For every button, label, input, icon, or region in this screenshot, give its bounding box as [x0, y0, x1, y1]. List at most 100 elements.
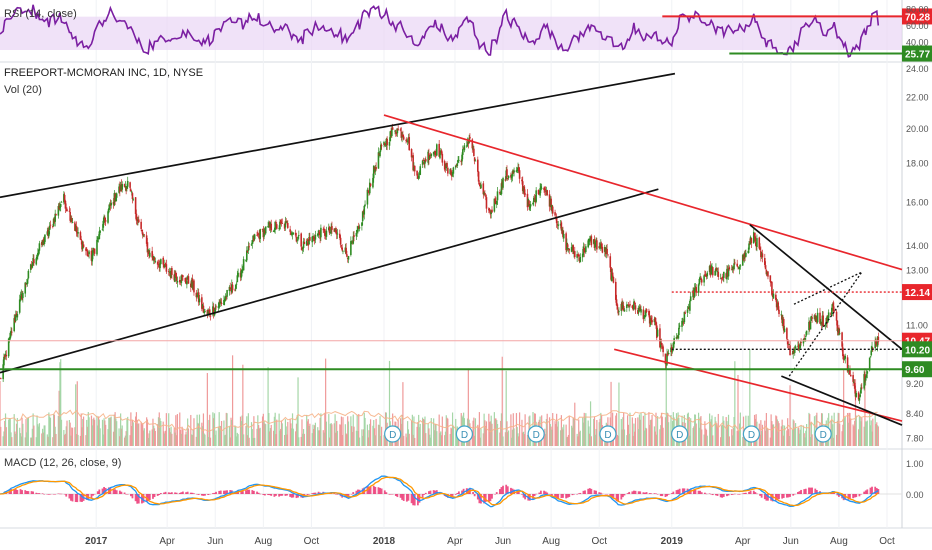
volume-bar: [186, 434, 188, 446]
macd-histogram-bar: [554, 494, 556, 498]
macd-histogram-bar: [180, 492, 183, 494]
flag-upper-dotted[interactable]: [793, 271, 863, 305]
price-candle: [286, 220, 289, 229]
time-axis-label: Apr: [735, 536, 751, 547]
price-candle: [366, 187, 369, 209]
macd-histogram-bar: [535, 493, 538, 495]
volume-bar: [623, 412, 625, 446]
volume-bar: [455, 418, 457, 446]
macd-histogram-bar: [85, 494, 88, 500]
dividend-marker[interactable]: D: [384, 425, 402, 443]
wedge-upper-line[interactable]: [749, 224, 903, 350]
price-candle: [458, 155, 460, 164]
volume-bar: [351, 426, 353, 446]
volume-bar: [761, 424, 764, 446]
macd-histogram-bar: [730, 494, 733, 495]
price-candle: [130, 188, 132, 192]
volume-bar: [306, 414, 308, 446]
price-candle: [19, 291, 22, 302]
volume-bar: [642, 415, 644, 446]
volume-bar: [291, 428, 293, 446]
volume-bar: [737, 375, 739, 446]
price-candle: [386, 136, 388, 151]
macd-histogram-bar: [118, 490, 121, 494]
price-candle: [462, 145, 464, 160]
price-candle: [229, 282, 232, 291]
volume-bar: [788, 436, 790, 446]
macd-histogram-bar: [858, 494, 861, 497]
downtrend-upper-line[interactable]: [383, 114, 903, 271]
volume-bar: [738, 423, 741, 446]
upper-channel-line[interactable]: [0, 72, 676, 199]
volume-bar: [158, 412, 160, 446]
volume-bar: [219, 425, 221, 446]
volume-bar: [131, 420, 134, 446]
price-candle: [256, 231, 258, 236]
volume-bar: [179, 412, 181, 446]
volume-bar: [637, 417, 639, 446]
price-candle: [364, 200, 366, 207]
volume-bar: [847, 422, 849, 446]
volume-bar: [445, 415, 447, 446]
price-candle: [394, 129, 396, 135]
volume-bar: [457, 435, 459, 446]
price-candle: [132, 197, 135, 202]
price-candle: [5, 350, 8, 361]
price-candle: [778, 306, 780, 318]
volume-bar: [209, 414, 211, 446]
volume-bar: [429, 437, 432, 446]
volume-bar: [775, 415, 777, 446]
dividend-marker[interactable]: D: [742, 425, 761, 443]
volume-bar: [290, 423, 292, 446]
price-candle: [16, 311, 19, 321]
macd-histogram-bar: [344, 494, 347, 498]
price-candle: [309, 232, 311, 241]
price-candle: [650, 315, 653, 325]
macd-histogram-bar: [35, 492, 38, 494]
dividend-marker[interactable]: D: [814, 425, 832, 443]
flag-lower-dotted[interactable]: [788, 271, 863, 377]
price-candle: [204, 309, 206, 313]
volume-bar: [142, 430, 145, 446]
volume-bar: [771, 421, 773, 446]
volume-bar: [778, 423, 780, 446]
macd-histogram-bar: [32, 491, 35, 494]
volume-bar: [765, 413, 767, 446]
macd-histogram-bar: [655, 493, 657, 494]
price-candle: [314, 230, 317, 244]
macd-histogram-bar: [557, 494, 560, 499]
volume-bar: [500, 413, 503, 446]
price-candle: [457, 156, 459, 163]
dividend-marker[interactable]: D: [455, 425, 474, 443]
volume-bar: [543, 436, 545, 446]
volume-bar: [125, 431, 127, 446]
lower-channel-line[interactable]: [0, 188, 659, 374]
macd-histogram-bar: [741, 493, 744, 495]
volume-bar: [686, 413, 689, 446]
macd-histogram-bar: [866, 489, 869, 494]
volume-bar: [318, 430, 320, 446]
macd-histogram-bar: [290, 494, 293, 498]
volume-bar: [787, 429, 790, 446]
price-candle: [502, 176, 504, 190]
price-candle: [533, 194, 536, 200]
volume-bar: [230, 417, 232, 446]
dividend-marker[interactable]: D: [599, 425, 617, 443]
macd-histogram-bar: [792, 494, 795, 496]
volume-bar: [522, 431, 525, 446]
macd-histogram-bar: [587, 488, 590, 494]
price-candle: [424, 156, 427, 163]
downtrend-lower-line[interactable]: [614, 348, 903, 422]
price-tick-label: 11.00: [906, 320, 928, 330]
volume-bar: [187, 418, 189, 446]
volume-bar: [36, 415, 38, 446]
volume-bar: [444, 431, 447, 446]
price-candle: [800, 338, 802, 346]
macd-histogram-bar: [368, 486, 370, 494]
volume-bar: [131, 426, 133, 446]
dividend-marker[interactable]: D: [671, 425, 689, 443]
dividend-marker[interactable]: D: [527, 425, 545, 443]
macd-histogram-bar: [809, 487, 812, 494]
wedge-lower-line[interactable]: [781, 375, 903, 426]
